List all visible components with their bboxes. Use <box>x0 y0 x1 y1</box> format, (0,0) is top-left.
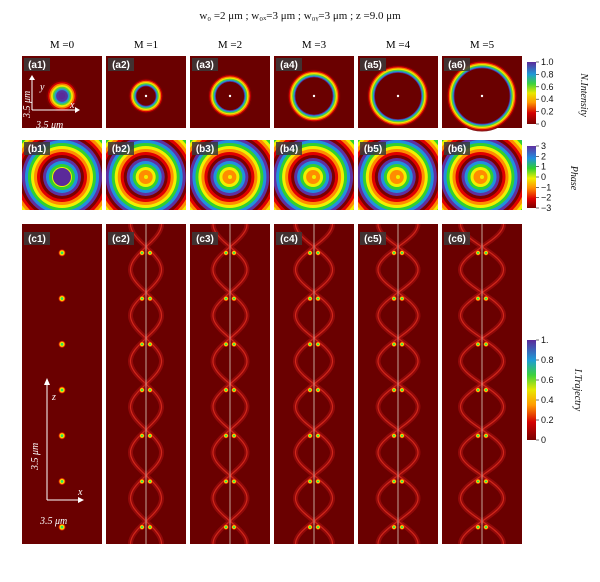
column-header-1: M =1 <box>134 39 158 51</box>
panel-a-label-6: (a6) <box>448 60 466 71</box>
colorbar-b-tick-1: 2 <box>541 151 546 161</box>
panel-a-label-2: (a2) <box>112 60 130 71</box>
axes-a1: y x 3.5 μm 3.5 μm <box>22 75 80 131</box>
panel-b-label-5: (b5) <box>364 144 382 155</box>
colorbar-c-tick-1: 0.8 <box>541 355 554 365</box>
axis-a-scale-x: 3.5 μm <box>35 120 63 131</box>
colorbar-c-bar <box>527 340 536 440</box>
panel-a1: (a1) <box>22 56 102 128</box>
column-header-3: M =3 <box>302 39 327 51</box>
colorbar-b-bar <box>527 146 536 208</box>
panel-a-label-3: (a3) <box>196 60 214 71</box>
axes-c1: z x 3.5 μm 3.5 μm <box>30 378 84 527</box>
panel-b2: (b2) <box>106 140 186 210</box>
panel-a4: (a4) <box>274 56 354 128</box>
colorbar-b-tick-3: 0 <box>541 172 546 182</box>
panel-a2: (a2) <box>106 56 186 128</box>
colorbar-b-tick-2: 1 <box>541 162 546 172</box>
panel-c-label-2: (c2) <box>112 234 130 245</box>
axis-a-scale-y: 3.5 μm <box>22 91 33 119</box>
column-header-5: M =5 <box>470 39 495 51</box>
panel-a-label-1: (a1) <box>28 60 46 71</box>
colorbar-a: 1.0 0.8 0.6 0.4 0.2 0 N.Intensity <box>527 57 589 129</box>
axis-c-scale-z: 3.5 μm <box>30 443 41 471</box>
axis-c-scale-x: 3.5 μm <box>39 516 67 527</box>
panel-c-label-4: (c4) <box>280 234 298 245</box>
colorbar-b-tick-6: −3 <box>541 203 551 213</box>
panel-a5: (a5) <box>358 56 438 128</box>
colorbar-b-title: Phase <box>568 165 579 191</box>
panel-a-label-5: (a5) <box>364 60 382 71</box>
panel-b-label-4: (b4) <box>280 144 298 155</box>
colorbar-b-tick-0: 3 <box>541 141 546 151</box>
panel-c1: (c1) <box>22 224 102 544</box>
panel-c6: (c6) <box>442 224 522 544</box>
panel-c-label-5: (c5) <box>364 234 382 245</box>
row-a-intensity-panels: (a1) (a2) (a3) (a4) (a5) (a6) <box>22 56 522 132</box>
colorbar-c-tick-4: 0.2 <box>541 415 554 425</box>
panel-a-label-4: (a4) <box>280 60 298 71</box>
colorbar-c-tick-2: 0.6 <box>541 375 554 385</box>
column-header-0: M =0 <box>50 39 75 51</box>
row-b-phase-panels: (b1) (b2) (b3) (b4) (b5) (b6) <box>22 140 522 210</box>
panel-b6: (b6) <box>442 140 522 210</box>
panel-c-label-3: (c3) <box>196 234 214 245</box>
row-c-trajectory-panels: (c1) (c2) (c3) (c4) (c5) (c6) <box>22 224 522 544</box>
column-headers: M =0 M =1 M =2 M =3 M =4 M =5 <box>50 39 495 51</box>
panel-b-label-1: (b1) <box>28 144 46 155</box>
panel-b-label-3: (b3) <box>196 144 214 155</box>
panel-b5: (b5) <box>358 140 438 210</box>
colorbar-b-tick-4: −1 <box>541 182 551 192</box>
colorbar-c-title: I.Trajectry <box>572 368 583 412</box>
colorbar-a-title: N.Intensity <box>578 72 589 117</box>
panel-b-label-2: (b2) <box>112 144 130 155</box>
panel-c4: (c4) <box>274 224 354 544</box>
colorbar-a-tick-3: 0.4 <box>541 94 554 104</box>
colorbar-a-bar <box>527 62 536 124</box>
colorbar-c-tick-0: 1. <box>541 335 549 345</box>
panel-c-label-1: (c1) <box>28 234 46 245</box>
colorbar-a-tick-5: 0 <box>541 119 546 129</box>
panel-b1: (b1) <box>22 140 102 210</box>
panel-c-label-6: (c6) <box>448 234 466 245</box>
panel-a3: (a3) <box>190 56 270 128</box>
panel-c2: (c2) <box>106 224 186 544</box>
panel-b4: (b4) <box>274 140 354 210</box>
column-header-2: M =2 <box>218 39 242 51</box>
axis-a-x-label: x <box>69 100 75 111</box>
panel-c3: (c3) <box>190 224 270 544</box>
panel-c5: (c5) <box>358 224 438 544</box>
column-header-4: M =4 <box>386 39 411 51</box>
figure-title: w₀ =2 μm ; w₀ₓ=3 μm ; w₀ᵧ=3 μm ; z =9.0 … <box>199 10 401 22</box>
colorbar-a-tick-0: 1.0 <box>541 57 554 67</box>
axis-c-z-label: z <box>51 392 56 403</box>
colorbar-c-tick-3: 0.4 <box>541 395 554 405</box>
colorbar-a-tick-4: 0.2 <box>541 107 554 117</box>
colorbar-a-tick-2: 0.6 <box>541 82 554 92</box>
colorbar-c-tick-5: 0 <box>541 435 546 445</box>
panel-b-label-6: (b6) <box>448 144 466 155</box>
colorbar-b-tick-5: −2 <box>541 193 551 203</box>
colorbar-c: 1. 0.8 0.6 0.4 0.2 0 I.Trajectry <box>527 335 583 445</box>
axis-a-y-label: y <box>39 82 45 93</box>
axis-c-x-label: x <box>77 487 83 498</box>
colorbar-a-tick-1: 0.8 <box>541 69 554 79</box>
panel-a6: (a6) <box>442 56 522 132</box>
panel-b3: (b3) <box>190 140 270 210</box>
